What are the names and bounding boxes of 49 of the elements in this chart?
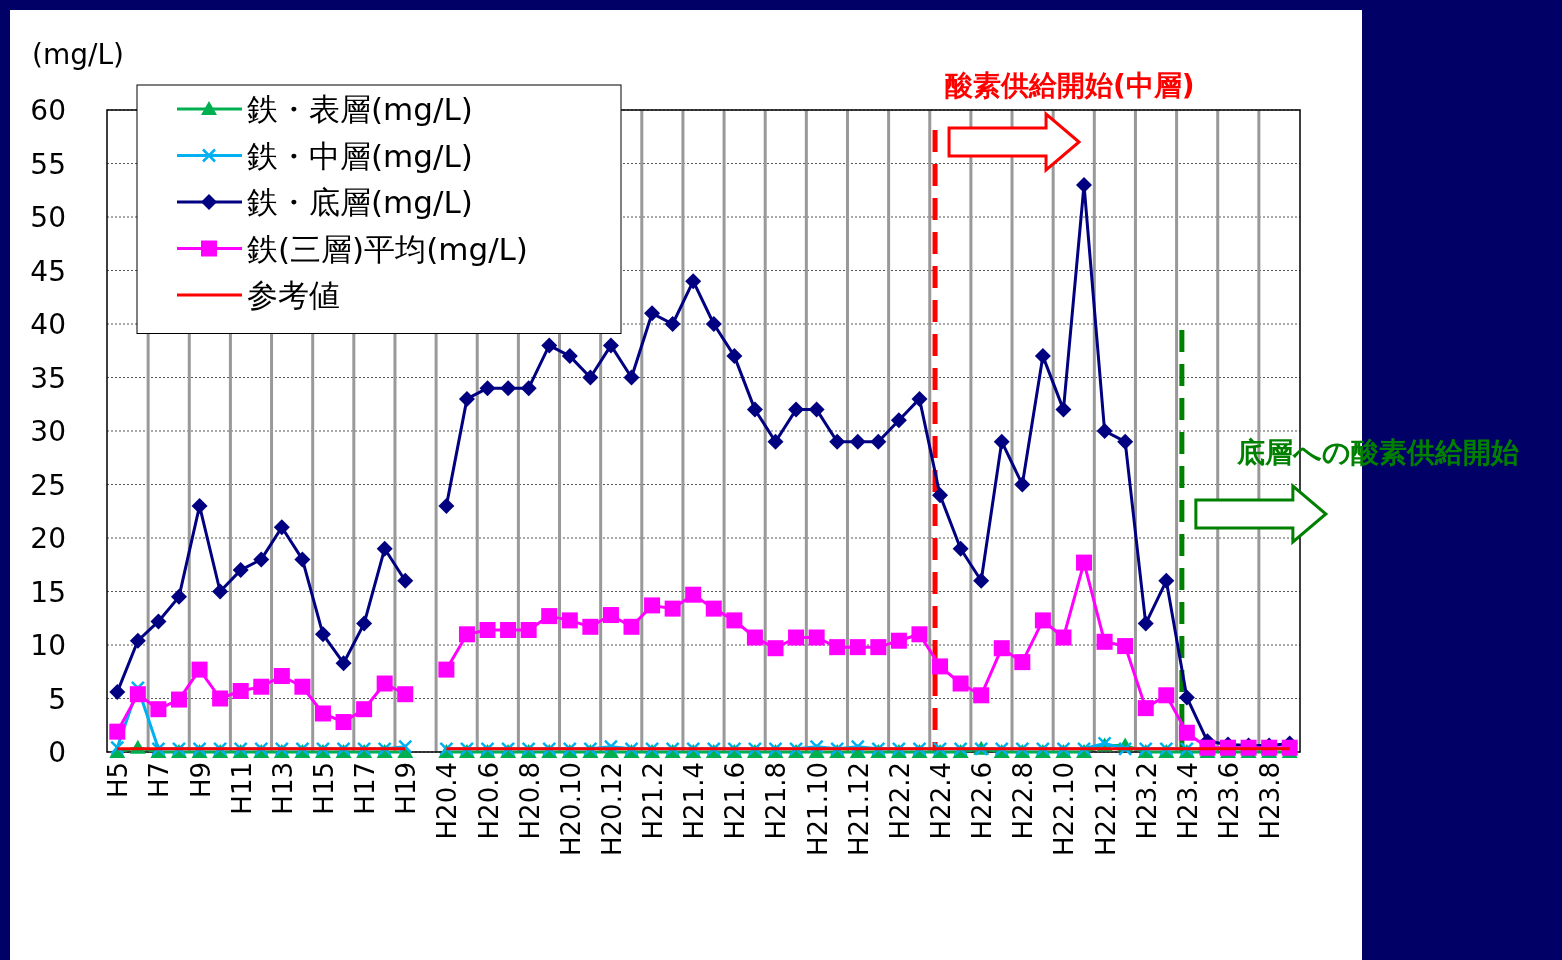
x-tick-label: H17 <box>350 762 381 815</box>
y-tick-label: 25 <box>30 468 66 502</box>
x-tick-label: H5 <box>103 762 134 799</box>
x-tick-label: H20.12 <box>596 762 627 856</box>
legend-label: 鉄(三層)平均(mg/L) <box>247 230 528 267</box>
x-tick-label: H22.12 <box>1090 762 1121 856</box>
y-tick-label: 5 <box>48 682 66 716</box>
y-tick-label: 45 <box>30 254 66 288</box>
y-axis-title: (mg/L) <box>32 38 124 71</box>
x-tick-label: H22.10 <box>1049 762 1080 856</box>
x-tick-label: H23.2 <box>1131 762 1162 840</box>
y-tick-label: 40 <box>30 308 66 341</box>
x-tick-label: H19 <box>391 762 422 815</box>
x-tick-label: H23.4 <box>1172 762 1203 840</box>
x-tick-label: H20.6 <box>473 762 504 840</box>
x-tick-label: H22.2 <box>884 762 915 840</box>
x-tick-label: H20.4 <box>432 762 463 840</box>
x-tick-label: H22.8 <box>1008 762 1039 840</box>
x-tick-label: H21.2 <box>638 762 669 840</box>
x-tick-label: H20.10 <box>555 762 586 856</box>
legend-label: 鉄・表層(mg/L) <box>247 91 473 127</box>
legend-label: 参考値 <box>247 277 340 313</box>
y-tick-label: 15 <box>30 575 66 609</box>
x-tick-label: H21.12 <box>843 762 874 856</box>
x-tick-label: H11 <box>226 762 257 815</box>
y-tick-label: 55 <box>30 147 66 181</box>
y-tick-label: 20 <box>30 522 66 555</box>
x-tick-label: H21.8 <box>761 762 792 840</box>
y-tick-label: 30 <box>30 415 66 448</box>
x-tick-label: H7 <box>144 762 175 799</box>
legend-label: 鉄・底層(mg/L) <box>247 184 473 220</box>
legend-label: 鉄・中層(mg/L) <box>247 137 473 174</box>
x-tick-label: H23.6 <box>1214 762 1245 840</box>
y-tick-label: 60 <box>30 94 66 127</box>
y-tick-label: 10 <box>30 629 66 662</box>
x-tick-label: H13 <box>267 762 298 815</box>
y-tick-label: 35 <box>30 361 66 395</box>
x-tick-label: H21.10 <box>802 762 833 856</box>
ref-line-label: 酸素供給開始(中層) <box>945 69 1195 102</box>
x-tick-label: H20.8 <box>514 762 545 840</box>
x-tick-label: H21.4 <box>679 762 710 840</box>
x-tick-label: H21.6 <box>720 762 751 840</box>
x-tick-label: H23.8 <box>1255 762 1286 840</box>
x-tick-label: H15 <box>308 762 339 815</box>
x-tick-label: H22.4 <box>926 762 957 840</box>
x-tick-label: H9 <box>185 762 216 799</box>
y-tick-label: 50 <box>30 201 66 234</box>
x-tick-label: H22.6 <box>967 762 998 840</box>
y-tick-label: 0 <box>48 736 66 769</box>
